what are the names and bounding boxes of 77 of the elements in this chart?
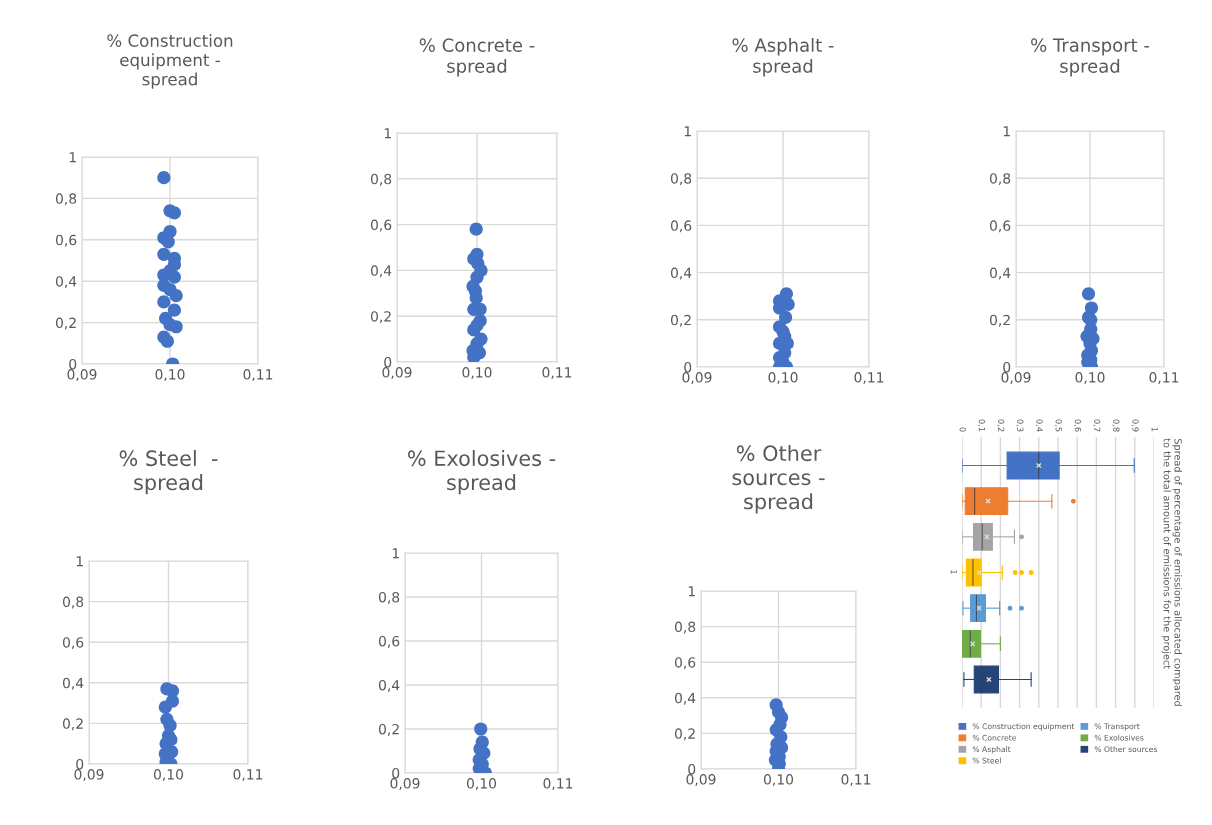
y-tick-label: 0,6 bbox=[55, 234, 77, 247]
y-tick-label: 1 bbox=[1003, 126, 1010, 137]
y-tick-label: 0,4 bbox=[378, 679, 400, 692]
x-tick-label: 0,6 bbox=[1073, 419, 1082, 432]
y-tick-label: 0,2 bbox=[989, 314, 1010, 327]
x-tick-label: 0,9 bbox=[1131, 419, 1139, 432]
y-tick-label: 1 bbox=[384, 128, 391, 139]
x-tick-label: 0,09 bbox=[682, 372, 712, 385]
x-tick-label: 0,11 bbox=[543, 778, 573, 791]
y-tick-label: 0,6 bbox=[670, 220, 692, 233]
y-tick-label: 0 bbox=[69, 358, 77, 370]
x-tick-label: 0,10 bbox=[1075, 372, 1105, 385]
x-tick-label: 0,10 bbox=[462, 367, 492, 380]
y-tick-label: 0,2 bbox=[670, 314, 691, 327]
chart-title: % Transport - spread bbox=[1031, 38, 1150, 77]
x-tick-label: 0,11 bbox=[841, 774, 871, 787]
chart-title: % Steel - spread bbox=[119, 450, 218, 495]
y-tick-label: 0,4 bbox=[989, 267, 1011, 280]
y-tick-label: 0,8 bbox=[674, 621, 696, 634]
y-tick-label: 0,2 bbox=[378, 723, 399, 736]
y-tick-label: 1 bbox=[688, 586, 695, 597]
x-tick-label: 0,7 bbox=[1093, 419, 1101, 432]
y-tick-label: 0,2 bbox=[370, 311, 391, 324]
x-tick-label: 0,11 bbox=[243, 369, 273, 382]
y-tick-label: 0,6 bbox=[989, 220, 1011, 233]
y-tick-label: 0 bbox=[76, 758, 84, 770]
x-tick-label: 0,11 bbox=[1149, 372, 1179, 385]
x-tick-label: 0,8 bbox=[1112, 419, 1120, 432]
x-tick-label: 0,11 bbox=[233, 769, 263, 782]
chart-title: % Concrete - spread bbox=[419, 38, 535, 77]
x-tick-label: 1 bbox=[1151, 427, 1158, 432]
x-tick-label: 0,10 bbox=[153, 769, 184, 782]
y-tick-label: 1 bbox=[69, 152, 76, 163]
y-tick-label: 1 bbox=[76, 556, 83, 567]
x-tick-label: 0,10 bbox=[466, 778, 497, 791]
y-tick-label: 0,4 bbox=[674, 692, 696, 705]
y-tick-label: 0,8 bbox=[378, 591, 400, 604]
y-tick-label: 0,6 bbox=[378, 635, 400, 648]
x-tick-label: 0,4 bbox=[1035, 419, 1043, 432]
x-tick-label: 0,10 bbox=[768, 372, 798, 385]
x-tick-label: 0,09 bbox=[382, 367, 412, 380]
y-tick-label: 0,6 bbox=[62, 637, 84, 650]
y-tick-label: 0,8 bbox=[989, 173, 1011, 186]
x-tick-label: 0,5 bbox=[1054, 419, 1062, 432]
chart-title: % Other sources - spread bbox=[732, 445, 825, 514]
x-tick-label: 0,10 bbox=[763, 774, 794, 787]
y-tick-label: 0,2 bbox=[55, 317, 76, 330]
x-tick-label: 0,10 bbox=[155, 369, 185, 382]
y-tick-label: 0,4 bbox=[55, 276, 77, 289]
y-tick-label: 0,6 bbox=[674, 657, 696, 670]
y-tick-label: 0,4 bbox=[370, 265, 392, 278]
x-tick-label: 0,09 bbox=[390, 778, 420, 791]
chart-title: % Construction equipment - spread bbox=[107, 34, 233, 89]
x-tick-label: 0,09 bbox=[74, 769, 104, 782]
x-tick-label: 0,3 bbox=[1016, 419, 1024, 432]
y-tick-label: 0 bbox=[384, 356, 392, 368]
y-tick-label: 0,4 bbox=[62, 677, 84, 690]
x-tick-label: 0,09 bbox=[686, 774, 716, 787]
x-tick-label: 0 bbox=[959, 427, 966, 432]
y-tick-label: 0,8 bbox=[62, 596, 84, 609]
y-tick-label: 0,8 bbox=[370, 173, 392, 186]
x-tick-label: 0,1 bbox=[977, 419, 986, 432]
text: Spread of percentage of emissions allocated compared to the total amount of emissions for the project bbox=[1161, 438, 1182, 706]
y-tick-label: 0,8 bbox=[55, 193, 77, 206]
y-tick-label: 0,8 bbox=[670, 173, 692, 186]
y-tick-label: 0,4 bbox=[670, 267, 692, 280]
y-tick-label: 0,2 bbox=[674, 728, 695, 741]
y-tick-label: 1 bbox=[684, 126, 691, 137]
y-tick-label: 1 bbox=[392, 548, 399, 559]
x-tick-label: 0,09 bbox=[67, 369, 97, 382]
y-tick-label: 0,2 bbox=[62, 718, 83, 731]
x-tick-label: 0,11 bbox=[854, 372, 884, 385]
x-tick-label: 0,11 bbox=[542, 367, 572, 380]
chart-title: % Asphalt - spread bbox=[732, 38, 834, 77]
chart-title: % Exolosives - spread bbox=[407, 450, 556, 495]
x-tick-label: 0,09 bbox=[1001, 372, 1031, 385]
y-tick-label: 0,6 bbox=[370, 219, 392, 232]
